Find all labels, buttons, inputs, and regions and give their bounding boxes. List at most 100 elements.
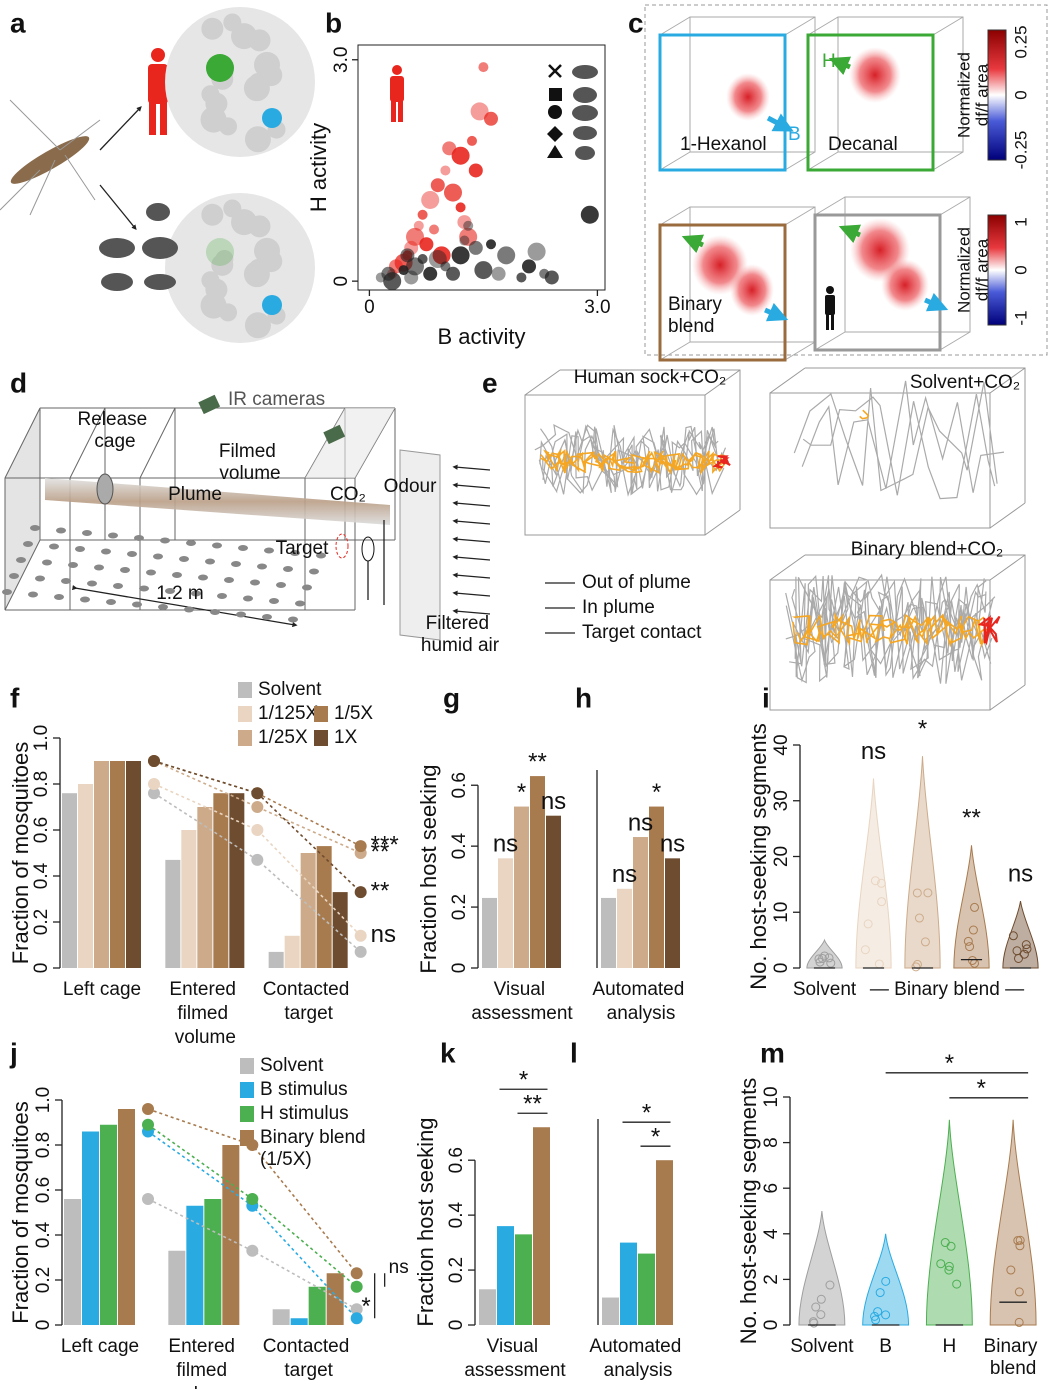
bar — [498, 858, 513, 968]
floor-dot — [205, 558, 215, 565]
point — [876, 878, 886, 888]
bar — [300, 853, 316, 968]
legend-label: Target contact — [582, 622, 702, 643]
violin — [925, 1119, 973, 1326]
bar — [78, 784, 93, 968]
floor-dot — [68, 562, 78, 568]
point — [1022, 944, 1032, 954]
y-tick-label: 0 — [761, 1320, 782, 1331]
cube-back — [807, 16, 964, 171]
point — [863, 919, 873, 929]
y-tick-label: 0 — [771, 963, 792, 974]
panel-label: c — [628, 7, 644, 38]
floor-dot — [106, 599, 116, 605]
h-glomerulus — [206, 54, 234, 82]
bar — [514, 806, 529, 968]
point — [446, 266, 460, 281]
floor-dot — [80, 596, 90, 603]
significance: ** — [962, 805, 981, 832]
point — [468, 240, 483, 255]
bar — [165, 859, 181, 968]
trajectory — [977, 615, 1001, 646]
y-tick-label: 0.2 — [449, 894, 470, 920]
trajectory — [859, 409, 870, 420]
x-tick-label: Automated analysis — [592, 979, 689, 1024]
significance: * — [519, 1067, 528, 1094]
y-tick-label: 1.0 — [33, 1087, 54, 1113]
point — [1013, 1236, 1023, 1246]
significance: * — [918, 715, 927, 742]
cube-front — [813, 213, 942, 352]
bar — [530, 776, 545, 968]
point — [417, 254, 428, 265]
point — [1015, 1241, 1025, 1251]
bar — [665, 858, 680, 968]
floor-dot — [28, 591, 38, 598]
floor-dot — [184, 606, 194, 613]
floor-dot — [302, 584, 312, 591]
significance: ns — [861, 738, 886, 765]
point — [440, 261, 451, 272]
bar — [272, 1309, 290, 1325]
glomerulus — [244, 126, 271, 153]
y-tick-label: 0.4 — [33, 1221, 54, 1248]
y-axis-label: Fraction host seeking — [416, 764, 441, 973]
bar — [197, 807, 213, 968]
x-tick-label: Contacted target — [263, 979, 355, 1024]
bar — [638, 1253, 655, 1325]
dot — [354, 945, 367, 958]
legend-swatch — [238, 682, 252, 698]
point — [875, 1288, 885, 1298]
bar — [64, 1199, 81, 1325]
legend-label: Out of plume — [582, 572, 691, 593]
violin — [798, 1210, 846, 1326]
cube-back — [814, 196, 971, 351]
y-tick-label: 2 — [761, 1274, 782, 1285]
trend-line — [153, 760, 361, 854]
point — [877, 897, 887, 907]
colorbar-title: df/f area — [972, 238, 991, 301]
animal-icons — [572, 65, 598, 160]
panel-label: g — [443, 682, 460, 713]
floor-dot — [224, 577, 234, 583]
significance: * — [517, 779, 526, 806]
significance: * — [651, 1124, 660, 1151]
y-tick-label: 0.8 — [31, 771, 52, 797]
bar — [94, 761, 109, 968]
y-tick-label: 0.6 — [446, 1147, 467, 1173]
point — [809, 1318, 819, 1328]
point — [816, 1310, 826, 1320]
dot — [148, 755, 160, 767]
glomerulus — [201, 203, 224, 226]
dot — [251, 801, 264, 813]
x-tick-label: Visual assessment — [464, 1336, 566, 1381]
bar — [316, 846, 332, 968]
point — [451, 146, 470, 165]
x-tick-label: — Binary blend — — [870, 979, 1024, 1000]
significance: ns — [612, 861, 637, 888]
odour-section — [305, 408, 395, 478]
trajectory — [789, 575, 992, 684]
significance: ns — [628, 809, 653, 836]
floor-dot — [42, 559, 52, 566]
arrow — [99, 106, 142, 151]
floor-dot — [231, 561, 241, 567]
colorbar-tick: 0 — [1011, 265, 1030, 274]
dot — [354, 929, 367, 942]
trajectory — [791, 613, 990, 648]
bar — [82, 1131, 99, 1325]
point — [826, 958, 836, 968]
point — [912, 888, 922, 898]
bar — [290, 1318, 308, 1325]
x-axis-label: B activity — [437, 324, 525, 349]
floor-dot — [165, 588, 175, 594]
point — [432, 246, 451, 265]
x-tick-label: Contacted target — [263, 1336, 355, 1381]
diagram-label: 1.2 m — [156, 583, 204, 604]
point — [522, 259, 536, 274]
cube-front — [806, 33, 935, 172]
point — [459, 235, 470, 246]
co2-ring — [361, 536, 375, 562]
y-tick-label: 0.2 — [33, 1267, 54, 1293]
y-axis-label: Fraction of mosquitoes — [8, 742, 33, 965]
